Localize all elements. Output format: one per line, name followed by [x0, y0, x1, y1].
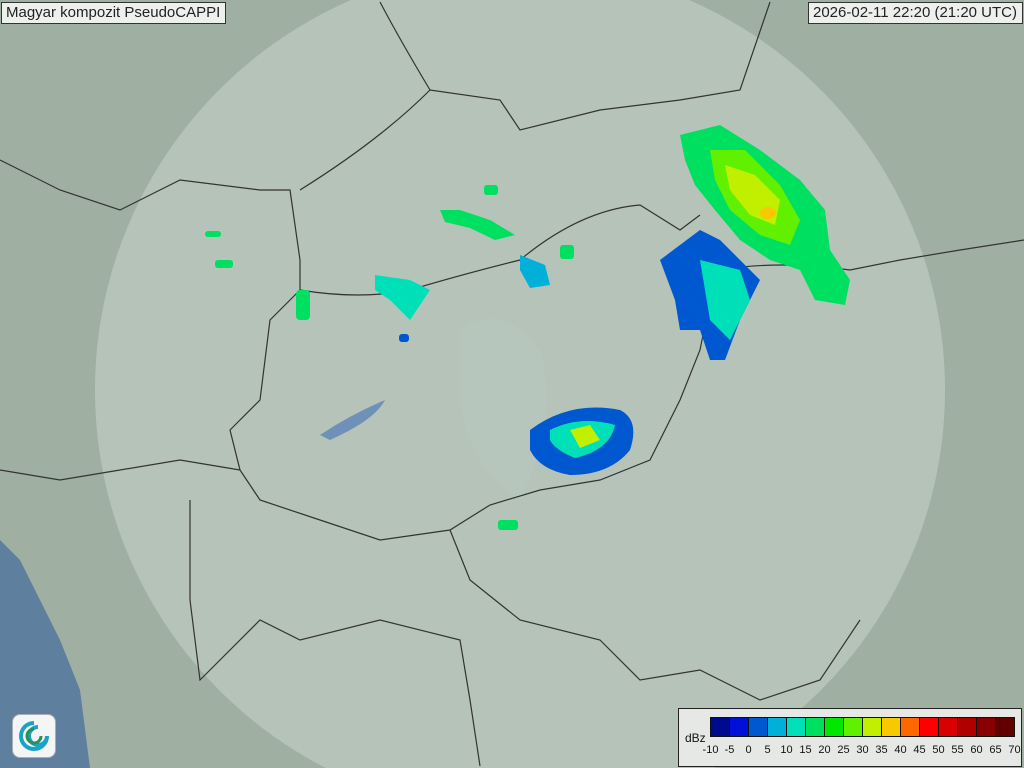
legend-tick-label: 10: [780, 744, 793, 756]
legend-swatch: [958, 718, 977, 736]
legend-swatch: [844, 718, 863, 736]
adriatic-sea: [0, 540, 90, 768]
legend-swatch: [920, 718, 939, 736]
legend-tick-label: 15: [799, 744, 812, 756]
legend-unit: dBz: [685, 731, 706, 745]
logo[interactable]: [12, 714, 56, 758]
met-service-swirl-icon: [19, 721, 49, 751]
legend-tick-label: 55: [951, 744, 964, 756]
legend-tick-label: 50: [932, 744, 945, 756]
legend-tick-label: -10: [702, 744, 719, 756]
lake-balaton: [320, 400, 385, 440]
legend-swatch: [977, 718, 996, 736]
legend-tick-label: 20: [818, 744, 831, 756]
legend-swatch: [749, 718, 768, 736]
timestamp: 2026-02-11 22:20 (21:20 UTC): [807, 2, 1023, 24]
legend-tick-label: 70: [1008, 744, 1021, 756]
legend-swatch: [787, 718, 806, 736]
legend-swatch: [825, 718, 844, 736]
legend-swatch: [768, 718, 787, 736]
legend-swatch: [901, 718, 920, 736]
legend-tick-label: 0: [745, 744, 752, 756]
legend-swatch: [863, 718, 882, 736]
legend-swatch: [806, 718, 825, 736]
color-scale: [710, 717, 1015, 737]
legend-tick-label: 25: [837, 744, 850, 756]
legend-swatch: [996, 718, 1014, 736]
legend-tick-label: 5: [764, 744, 771, 756]
legend-swatch: [939, 718, 958, 736]
legend-tick-label: 30: [856, 744, 869, 756]
legend-tick-label: 35: [875, 744, 888, 756]
legend-ticks: -10 -5 0 5 10 15 20 25 30 35 40 45 50 55 60 65 70: [701, 744, 1024, 757]
radar-echoes: [205, 125, 850, 530]
legend-tick-label: -5: [724, 744, 735, 756]
legend-tick-label: 45: [913, 744, 926, 756]
dbz-legend: dBz -10 -5 0 5 10 15 20 25 30 35 40 45 50 55 60 65 70: [678, 708, 1022, 767]
legend-swatch: [730, 718, 749, 736]
legend-tick-label: 40: [894, 744, 907, 756]
product-title: Magyar kompozit PseudoCAPPI: [1, 2, 227, 24]
legend-tick-label: 60: [970, 744, 983, 756]
legend-swatch: [711, 718, 730, 736]
legend-tick-label: 65: [989, 744, 1002, 756]
great-plain: [460, 318, 547, 500]
legend-swatch: [882, 718, 901, 736]
